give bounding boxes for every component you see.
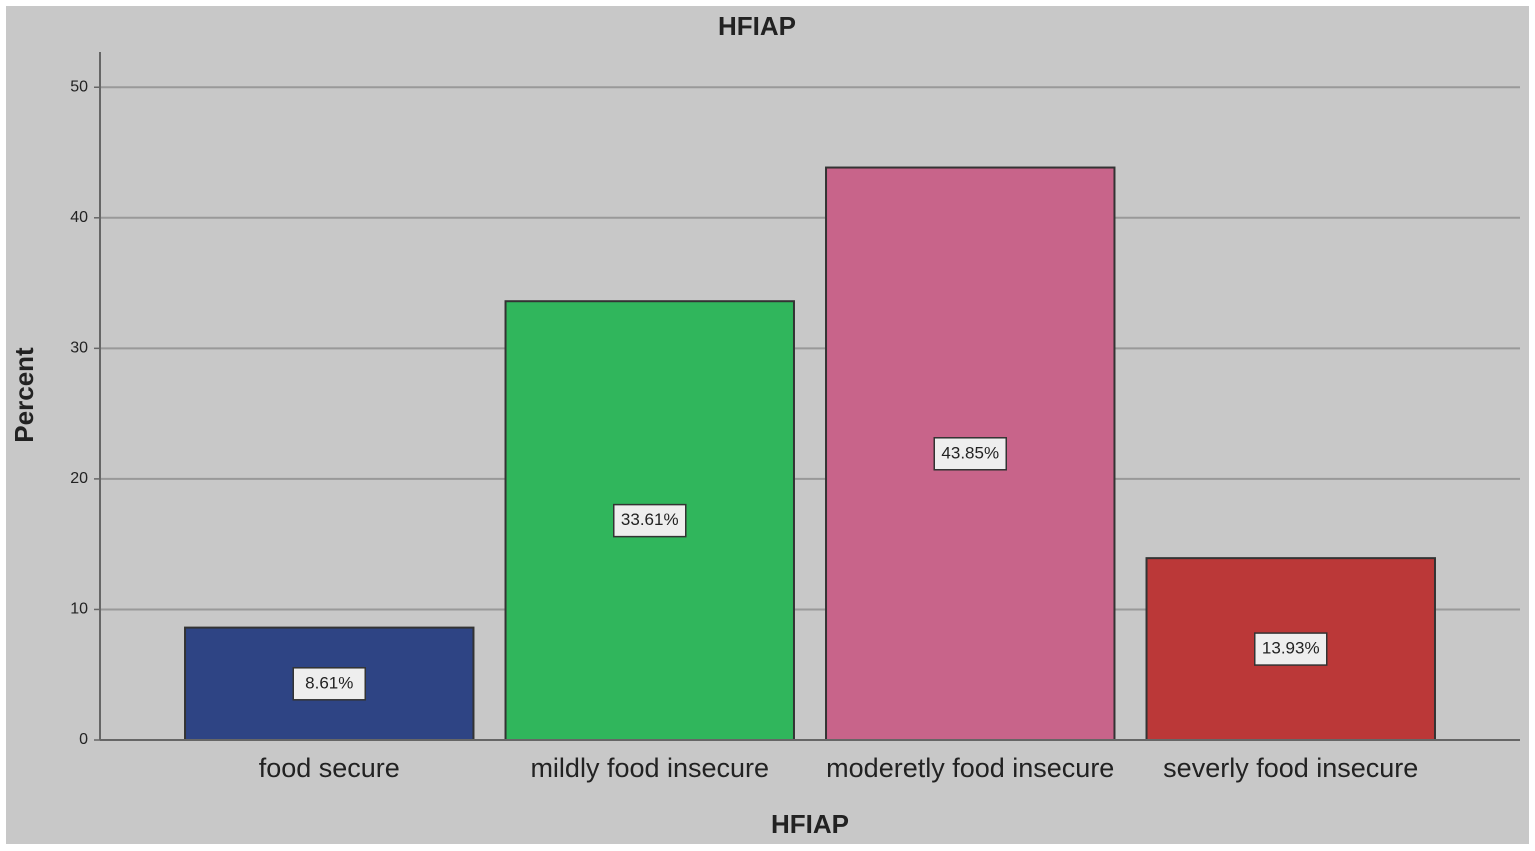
x-tick-label: moderetly food insecure [826,753,1114,783]
y-tick-label: 30 [70,340,88,357]
value-label: 33.61% [621,510,679,529]
y-tick-label: 20 [70,470,88,487]
value-label-box [1254,632,1328,666]
chart-title: HFIAP [718,11,796,41]
value-label-box [613,503,687,538]
x-tick-label: food secure [259,753,400,783]
y-tick-label: 10 [70,601,88,618]
value-label: 13.93% [1262,639,1320,658]
x-tick-label: mildly food insecure [530,753,769,783]
y-axis-title: Percent [9,347,39,443]
x-axis-title: HFIAP [771,809,849,839]
value-label-box [292,667,366,701]
x-tick-label: severly food insecure [1163,753,1418,783]
y-tick-label: 40 [70,209,88,226]
y-tick-label: 50 [70,78,88,95]
value-label-box [933,437,1007,471]
value-label: 43.85% [941,443,999,462]
y-tick-label: 0 [79,731,88,748]
value-label: 8.61% [305,673,353,692]
